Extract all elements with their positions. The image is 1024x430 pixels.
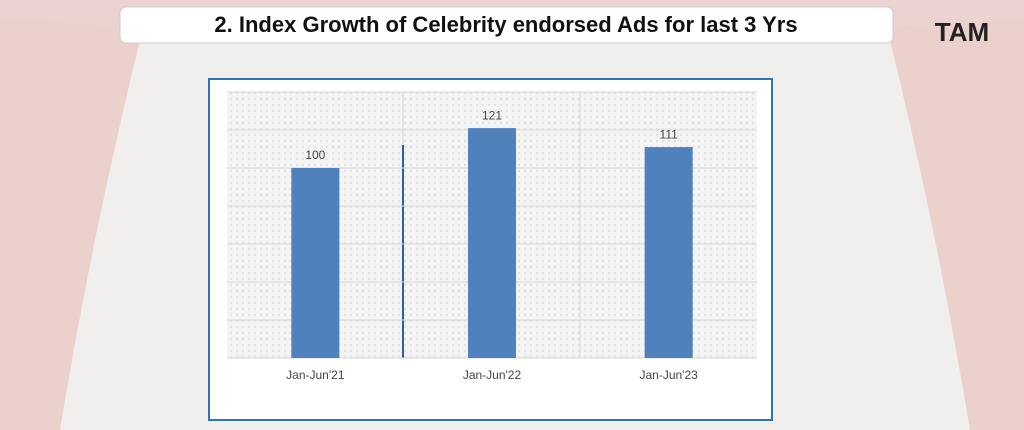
curtain-left (0, 0, 150, 430)
x-tick-label: Jan-Jun'23 (639, 368, 698, 382)
x-tick-label: Jan-Jun'22 (463, 368, 522, 382)
data-label: 100 (305, 148, 325, 162)
bar (468, 128, 516, 358)
bar (291, 168, 340, 358)
x-tick-label: Jan-Jun'21 (286, 368, 345, 382)
chart-title: 2. Index Growth of Celebrity endorsed Ad… (214, 12, 797, 37)
data-label: 111 (660, 127, 679, 141)
data-label: 121 (482, 108, 502, 122)
bar (644, 147, 693, 358)
logo: TAM (935, 17, 989, 47)
title-box (119, 6, 894, 44)
curtain-right (880, 0, 1024, 430)
